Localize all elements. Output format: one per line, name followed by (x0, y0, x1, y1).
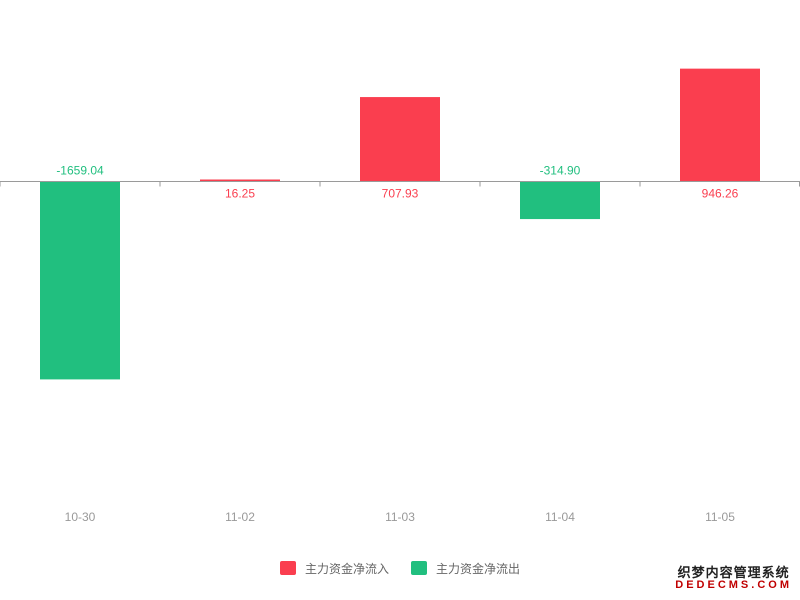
x-tick-label-10-30: 10-30 (65, 510, 96, 524)
bar-11-04[interactable] (520, 181, 600, 220)
bar-10-30[interactable] (40, 181, 120, 380)
bar-11-03[interactable] (360, 97, 440, 182)
watermark-logo: 织梦内容管理系统 DEDECMS.COM (675, 566, 792, 591)
value-label-10-30: -1659.04 (56, 164, 104, 178)
value-label-11-04: -314.90 (540, 164, 581, 178)
legend-swatch-inflow (279, 561, 296, 575)
bar-11-02[interactable] (200, 179, 280, 182)
x-tick-label-11-02: 11-02 (225, 510, 255, 524)
legend-label-inflow: 主力资金净流入 (304, 561, 389, 576)
x-tick-label-11-04: 11-04 (545, 510, 575, 524)
bar-11-05[interactable] (680, 68, 760, 182)
watermark-cn: 织梦内容管理系统 (677, 565, 790, 580)
value-label-11-03: 707.93 (382, 187, 419, 201)
legend-swatch-outflow (411, 561, 427, 575)
x-tick-label-11-05: 11-05 (705, 510, 735, 524)
watermark-en: DEDECMS.COM (675, 578, 792, 591)
legend-item-inflow[interactable]: 主力资金净流入 (279, 560, 389, 577)
legend: 主力资金净流入 主力资金净流出 (0, 558, 800, 578)
value-label-11-02: 16.25 (225, 187, 255, 201)
legend-item-outflow[interactable]: 主力资金净流出 (411, 560, 520, 577)
legend-label-outflow: 主力资金净流出 (436, 561, 521, 576)
value-label-11-05: 946.26 (702, 187, 739, 201)
x-tick-label-11-03: 11-03 (385, 510, 415, 524)
